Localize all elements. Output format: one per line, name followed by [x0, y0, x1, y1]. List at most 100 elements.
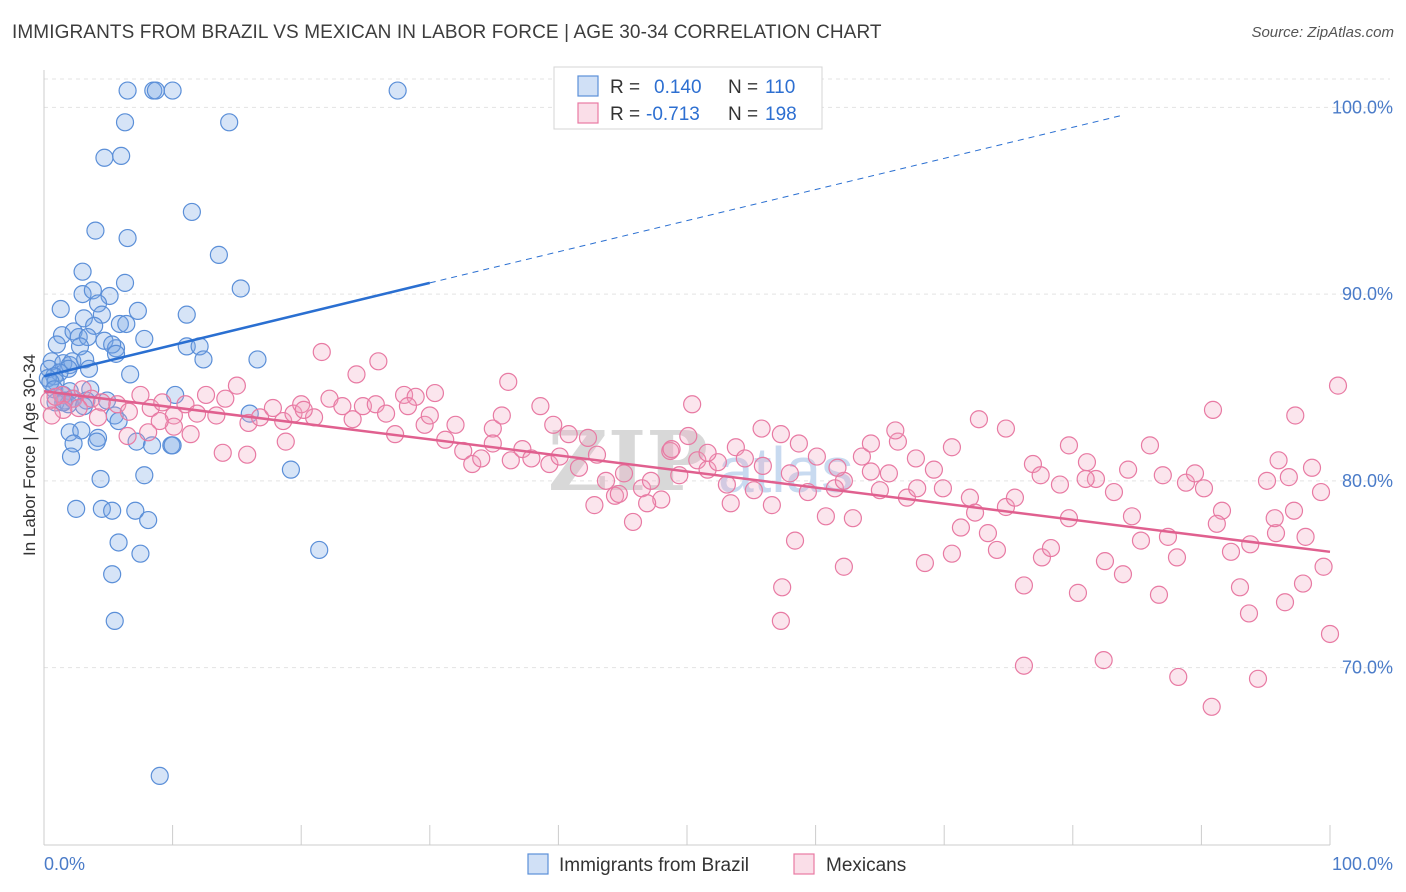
data-point [1241, 535, 1260, 554]
data-point [933, 479, 953, 498]
data-point [196, 385, 216, 405]
data-point [231, 279, 250, 298]
data-point [1320, 624, 1340, 644]
data-point [146, 81, 165, 100]
data-point [807, 447, 826, 466]
data-point [118, 81, 137, 100]
data-point [1239, 604, 1259, 623]
data-point [753, 456, 772, 476]
data-point [398, 397, 418, 416]
data-point [388, 81, 407, 100]
data-point [996, 419, 1016, 438]
data-point [1279, 468, 1298, 487]
data-point [88, 294, 108, 313]
y-tick-label: 70.0% [1342, 658, 1393, 678]
data-point [213, 443, 232, 462]
data-point [789, 434, 808, 453]
data-point [1086, 469, 1106, 489]
data-point [119, 402, 138, 421]
data-point [951, 518, 971, 537]
data-point [95, 148, 114, 167]
data-point [1153, 466, 1172, 485]
data-point [752, 419, 771, 438]
y-axis-label: In Labor Force | Age 30-34 [20, 354, 39, 556]
data-point [207, 406, 226, 425]
data-point [1207, 514, 1226, 533]
data-point [816, 507, 835, 526]
y-tick-label: 80.0% [1342, 471, 1393, 491]
data-point [87, 432, 106, 451]
y-tick-label: 100.0% [1332, 97, 1393, 117]
data-point [721, 494, 740, 513]
data-point [406, 387, 425, 406]
data-point [596, 471, 616, 490]
data-point [128, 301, 147, 321]
data-point [578, 428, 598, 447]
data-point [369, 352, 388, 371]
data-point [135, 329, 154, 349]
data-point [888, 432, 908, 451]
data-point [103, 501, 122, 520]
trend-line-brazil [43, 281, 431, 378]
data-point [76, 350, 95, 369]
data-point [1131, 531, 1151, 550]
data-point [1221, 542, 1241, 561]
data-point [1076, 469, 1095, 489]
data-point [263, 398, 283, 418]
data-point [1014, 576, 1034, 595]
data-point [1286, 406, 1305, 425]
data-point [614, 464, 634, 483]
data-point [194, 350, 213, 369]
data-point [74, 309, 93, 328]
data-point [86, 221, 105, 240]
data-point [126, 501, 145, 520]
data-point [150, 766, 169, 786]
data-point [60, 423, 79, 442]
correlation-legend: R = 0.140 N = 110 R = -0.713 N = 198 [553, 66, 823, 130]
data-point [969, 410, 989, 429]
series-legend: Immigrants from Brazil Mexicans [527, 853, 906, 876]
data-point [105, 611, 124, 631]
data-point [1094, 651, 1113, 670]
data-point [343, 410, 362, 429]
data-point [182, 202, 201, 222]
data-point [773, 578, 792, 597]
data-point [1185, 464, 1205, 483]
data-point [1031, 466, 1050, 485]
x-tick-label-max: 100.0% [1332, 854, 1393, 874]
data-point [463, 454, 482, 474]
data-point [91, 469, 110, 489]
data-point [623, 512, 643, 532]
x-tick-label-min: 0.0% [44, 854, 85, 874]
data-point [103, 335, 122, 354]
data-point [115, 273, 135, 292]
data-point [425, 383, 445, 403]
data-point [1104, 482, 1124, 502]
data-point [1149, 585, 1169, 604]
data-point [1122, 507, 1142, 526]
bottom-legend-label-brazil: Immigrants from Brazil [559, 855, 749, 876]
data-point [978, 524, 998, 543]
data-point [785, 531, 805, 550]
tick-labels: 70.0% 80.0% 90.0% 100.0% 0.0% 100.0% [44, 97, 1393, 874]
data-point [499, 372, 518, 391]
data-point [177, 305, 196, 324]
data-point [906, 449, 926, 468]
data-point [531, 397, 550, 416]
data-point [118, 426, 137, 446]
data-point [1077, 453, 1097, 472]
data-point [181, 425, 200, 444]
data-point [735, 449, 754, 468]
watermark-atlas: atlas [718, 434, 853, 506]
data-point [1095, 552, 1115, 571]
data-point [1311, 482, 1331, 502]
data-point [47, 335, 66, 354]
data-point [139, 423, 158, 442]
data-point [216, 389, 235, 408]
data-point [1284, 501, 1304, 520]
data-point [879, 464, 899, 483]
data-point [771, 611, 790, 631]
series-brazil-points [38, 81, 407, 786]
legend-r-value-0: 0.140 [654, 77, 702, 98]
data-point [861, 434, 880, 453]
